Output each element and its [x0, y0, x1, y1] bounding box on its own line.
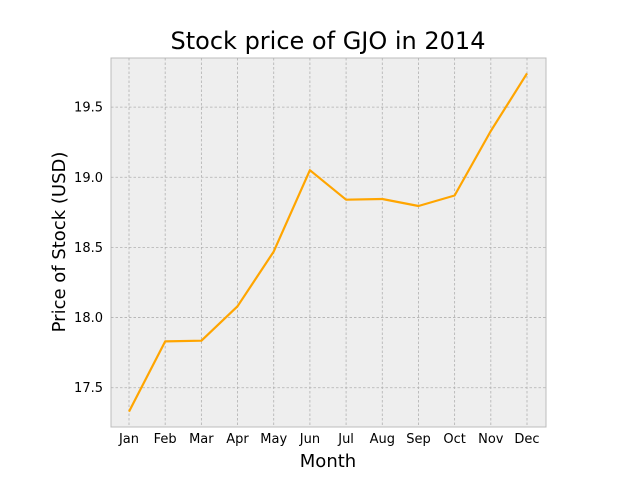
x-axis: Jan Feb Mar Apr May Jun Jul Aug Sep Oct Nov Dec [118, 432, 540, 447]
x-tick-label: May [260, 432, 287, 447]
x-tick-label: Sep [406, 432, 431, 447]
y-tick-label: 19.0 [74, 171, 103, 186]
x-tick-label: Dec [514, 432, 539, 447]
grid-lines [111, 58, 546, 427]
plot-area [110, 57, 547, 428]
x-tick-label: Oct [443, 432, 465, 447]
x-tick-label: Feb [154, 432, 177, 447]
y-tick-label: 19.5 [74, 101, 103, 116]
chart-title: Stock price of GJO in 2014 [171, 27, 486, 55]
y-tick-label: 18.5 [74, 241, 103, 256]
series-group [128, 72, 528, 413]
x-tick-label: Jun [299, 432, 320, 447]
y-axis-label: Price of Stock (USD) [49, 152, 70, 333]
x-tick-label: Apr [226, 432, 249, 447]
x-tick-label: Aug [370, 432, 395, 447]
x-tick-label: Mar [189, 432, 214, 447]
y-tick-label: 18.0 [74, 311, 103, 326]
x-tick-label: Jul [337, 432, 354, 447]
y-axis: 17.5 18.0 18.5 19.0 19.5 [74, 101, 103, 397]
y-tick-label: 17.5 [74, 381, 103, 396]
series-line [128, 72, 528, 413]
x-axis-label: Month [300, 451, 356, 472]
x-tick-label: Jan [118, 432, 139, 447]
x-tick-label: Nov [478, 432, 504, 447]
